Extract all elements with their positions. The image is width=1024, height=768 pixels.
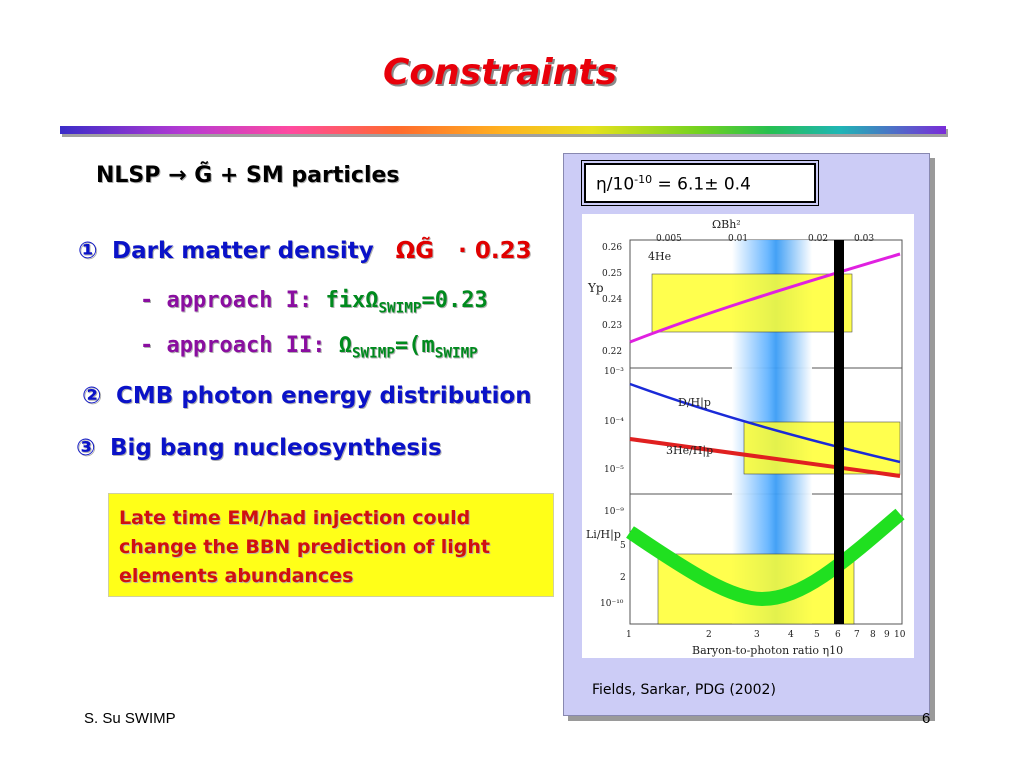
footer-author: S. Su SWIMP — [84, 710, 176, 727]
page-number: 6 — [922, 710, 931, 727]
low-tick-label: 10⁻¹⁰ — [600, 599, 624, 609]
mid-tick-label: 10⁻⁴ — [604, 417, 624, 427]
bottom-tick-label: 6 — [835, 630, 841, 640]
approach-two-line: - approach II: ΩSWIMP=(mSWIMP — [140, 333, 478, 361]
approach-one-sub: SWIMP — [378, 300, 422, 317]
note-box: Late time EM/had injection could change … — [108, 493, 554, 597]
yp-tick-label: 0.23 — [602, 321, 622, 331]
circled-three-icon: ③ — [76, 435, 96, 461]
approach-one-line: - approach I: fixΩSWIMP=0.23 — [140, 288, 488, 316]
approach-one-value: =0.23 — [421, 288, 488, 313]
approach-one-dash: - approach — [140, 288, 273, 313]
bottom-tick-label: 7 — [854, 630, 860, 640]
mid-tick-label: 10⁻⁵ — [604, 465, 624, 475]
approach-two-sub: SWIMP — [351, 345, 395, 362]
he4-label: 4He — [648, 250, 671, 263]
eta-exponent: -10 — [634, 173, 653, 186]
bottom-tick-label: 1 — [626, 630, 632, 640]
yp-tick-label: 0.24 — [602, 295, 622, 305]
lithium-curve — [626, 508, 905, 607]
low-tick-label: 5 — [620, 541, 626, 551]
dh-curve — [629, 382, 901, 464]
slide-title: Constraints — [382, 52, 618, 93]
bullet-dark-matter: ① Dark matter density ΩG̃ · 0.23 — [78, 238, 532, 264]
omega-gravitino: ΩG̃ — [395, 238, 435, 264]
he3-label: 3He/H|p — [666, 444, 713, 458]
yp-tick-label: 0.25 — [602, 269, 622, 279]
bottom-tick-label: 9 — [884, 630, 890, 640]
approach-two-value: =(m — [395, 333, 435, 358]
bbn-figure-panel: η/10-10 = 6.1± 0.4 — [563, 153, 930, 716]
bottom-tick-label: 10 — [894, 630, 906, 640]
low-tick-label: 10⁻⁹ — [604, 507, 624, 517]
bottom-tick-label: 3 — [754, 630, 760, 640]
eta-label: η/10 — [596, 174, 635, 195]
li-label: Li/H|p — [586, 528, 621, 542]
yp-label: Yp — [587, 281, 604, 295]
circled-one-icon: ① — [78, 238, 98, 264]
nlsp-decay-line: NLSP → G̃ + SM particles — [96, 163, 400, 188]
approach-one-label: I: — [285, 288, 313, 313]
top-tick-label: 0.02 — [808, 234, 828, 244]
approach-one-fix: fix — [325, 288, 366, 313]
dh-label: D/H|p — [678, 396, 711, 410]
bbn-abundance-plot: ΩBh² 0.005 0.01 0.02 0.03 Yp 4He D/H|p 3He/… — [582, 214, 914, 658]
yp-tick-label: 0.22 — [602, 347, 622, 357]
top-axis-label: ΩBh² — [712, 218, 741, 231]
gravitino-symbol: G̃ — [194, 163, 213, 188]
mid-tick-label: 10⁻³ — [604, 367, 624, 377]
top-tick-label: 0.01 — [728, 234, 748, 244]
circled-two-icon: ② — [82, 383, 102, 409]
rainbow-divider — [60, 126, 946, 134]
sm-particles-label: + SM particles — [219, 163, 400, 188]
bottom-tick-label: 8 — [870, 630, 876, 640]
eta-value-box: η/10-10 = 6.1± 0.4 — [581, 160, 819, 206]
bullet-cmb-text: CMB photon energy distribution — [116, 383, 532, 409]
eta-value: = 6.1± 0.4 — [652, 174, 751, 195]
approach-two-sub2: SWIMP — [434, 345, 478, 362]
approach-two-dash: - approach — [140, 333, 273, 358]
bullet-bbn: ③ Big bang nucleosynthesis — [76, 435, 442, 461]
bottom-tick-label: 2 — [706, 630, 712, 640]
eta-value-text: η/10-10 = 6.1± 0.4 — [596, 173, 751, 195]
top-tick-label: 0.005 — [656, 234, 682, 244]
bullet-dark-matter-text: Dark matter density — [112, 238, 374, 264]
bottom-tick-label: 4 — [788, 630, 794, 640]
yp-tick-label: 0.26 — [602, 243, 622, 253]
he4-curve — [629, 252, 901, 344]
omega-value: · 0.23 — [458, 238, 532, 264]
approach-two-label: II: — [285, 333, 326, 358]
he3-curve — [629, 437, 901, 478]
approach-one-omega: Ω — [365, 288, 379, 313]
bullet-cmb: ② CMB photon energy distribution — [82, 383, 532, 409]
bullet-bbn-text: Big bang nucleosynthesis — [110, 435, 442, 461]
cmb-central-line — [834, 240, 844, 624]
approach-two-omega: Ω — [338, 333, 352, 358]
figure-caption: Fields, Sarkar, PDG (2002) — [592, 682, 776, 698]
top-tick-label: 0.03 — [854, 234, 874, 244]
bottom-axis-label: Baryon-to-photon ratio η10 — [692, 644, 843, 657]
low-tick-label: 2 — [620, 573, 626, 583]
note-text: Late time EM/had injection could change … — [119, 507, 491, 587]
nlsp-label: NLSP — [96, 163, 161, 188]
bottom-tick-label: 5 — [814, 630, 820, 640]
arrow-icon: → — [168, 163, 187, 188]
